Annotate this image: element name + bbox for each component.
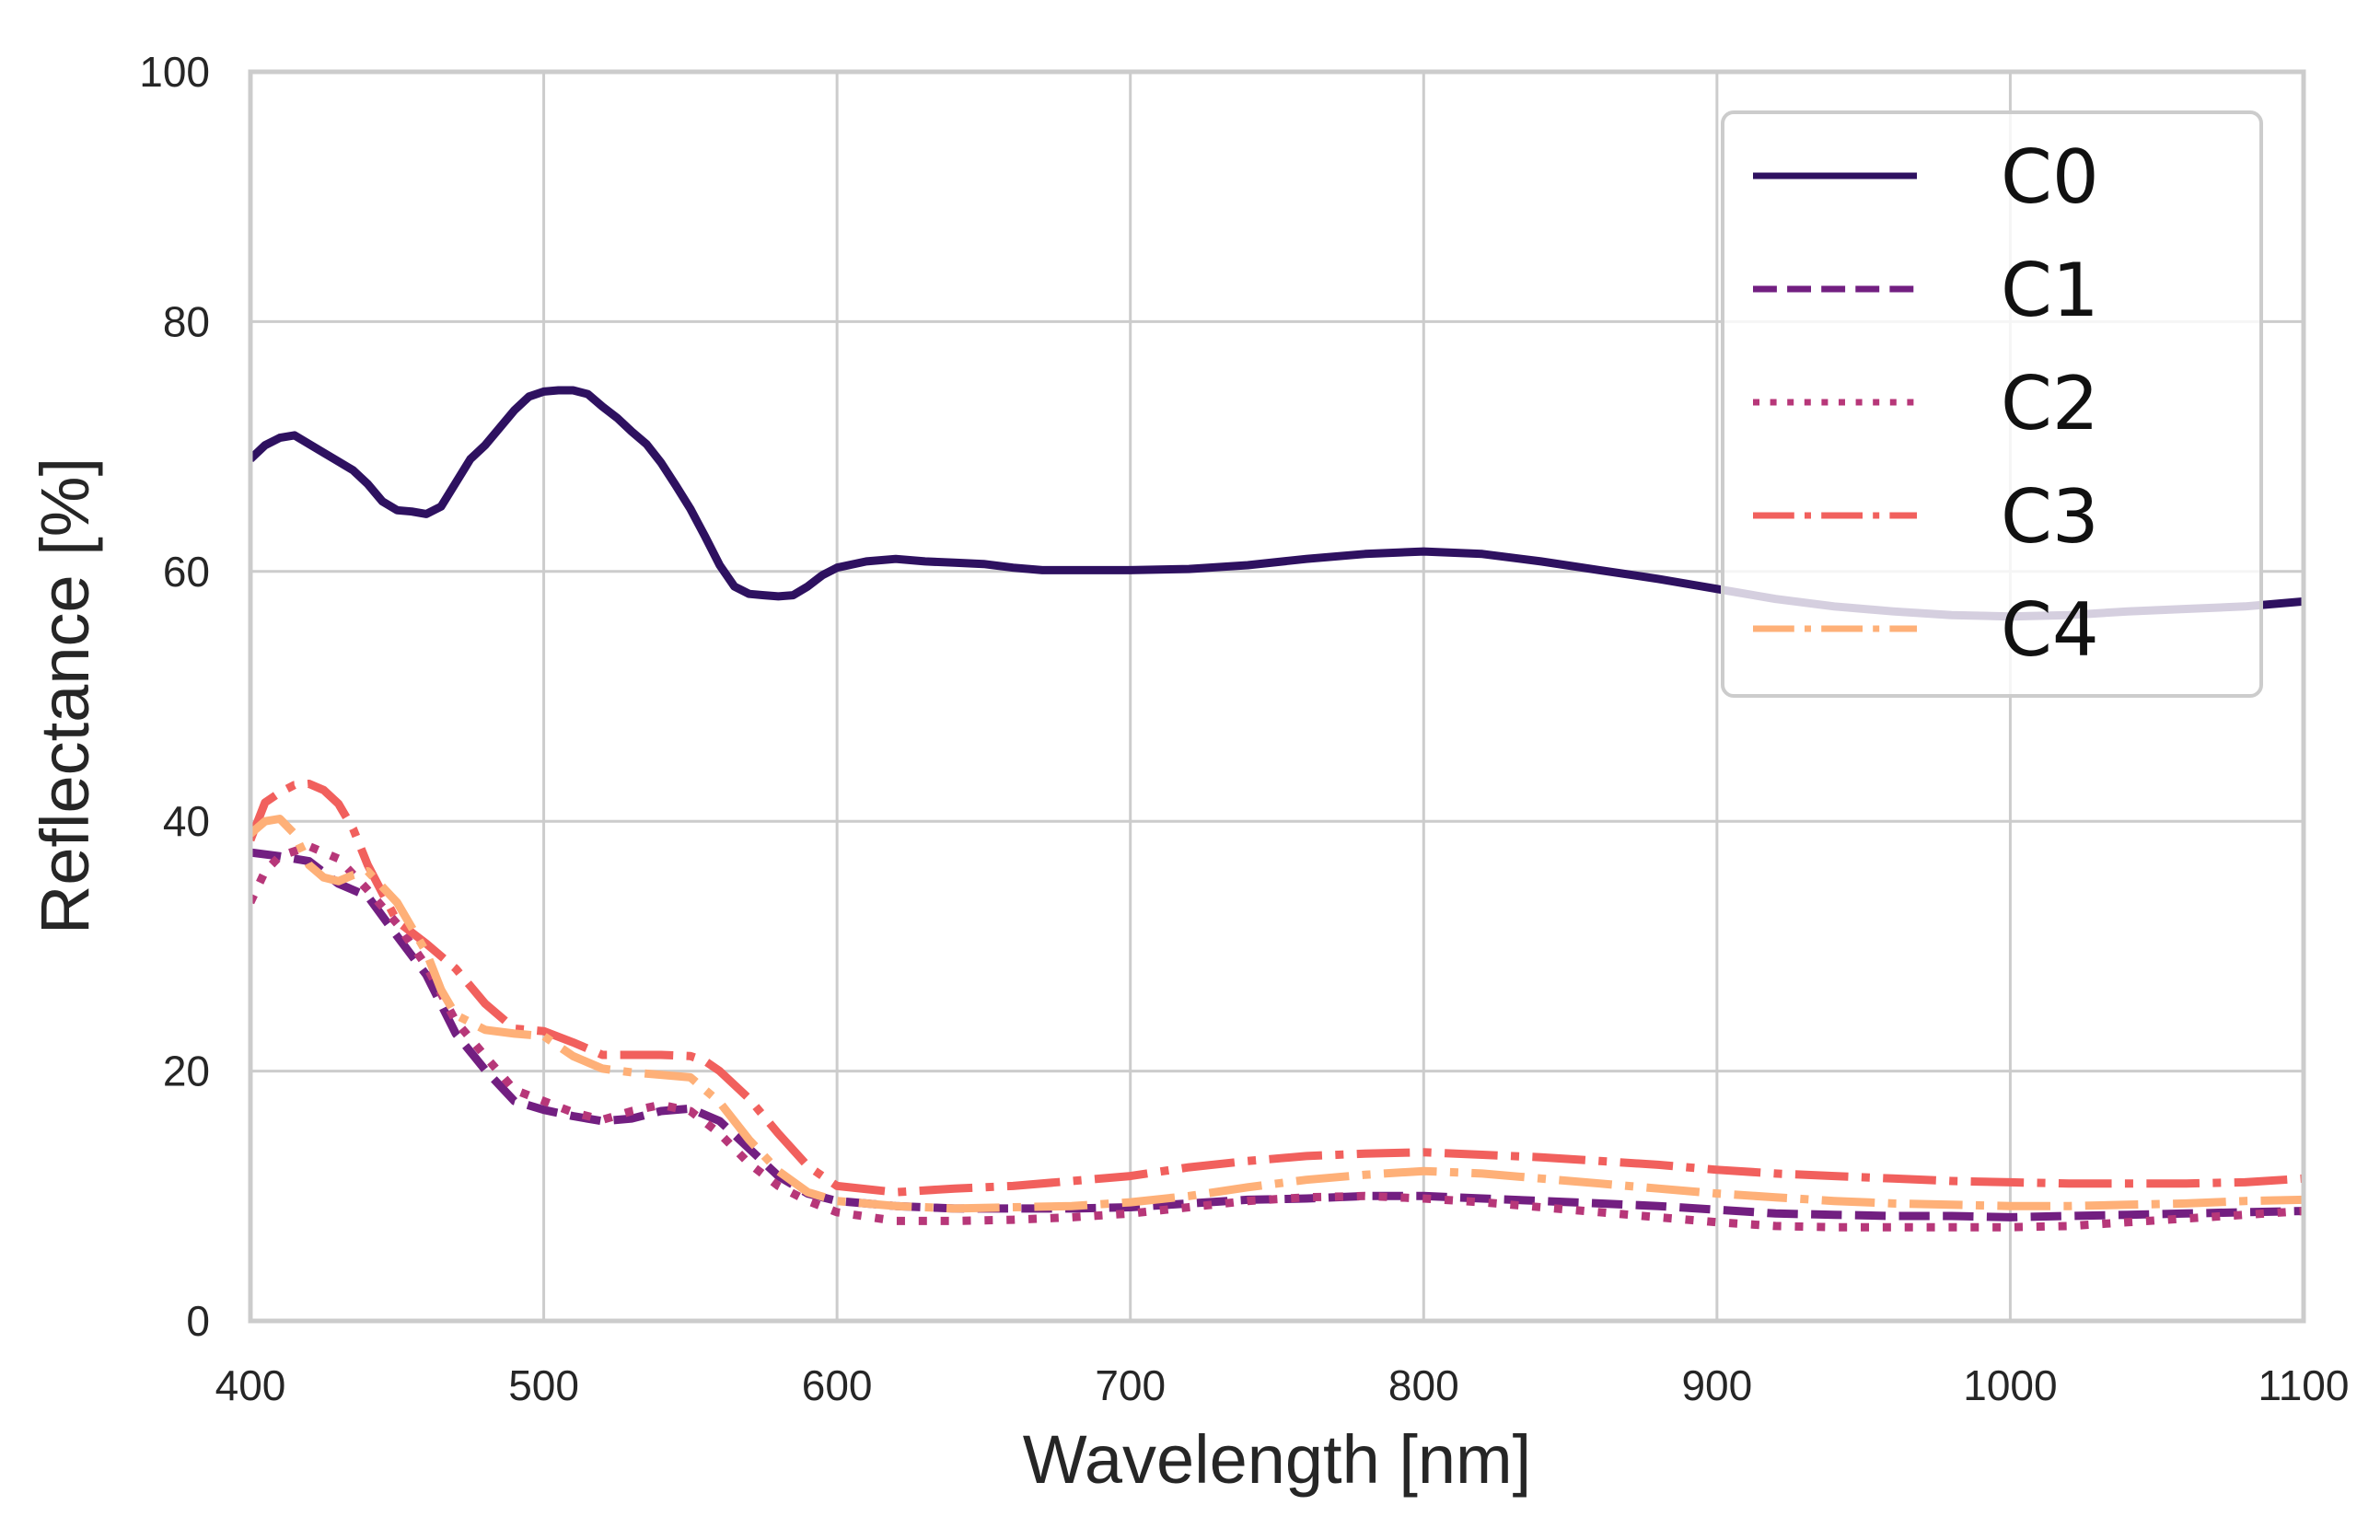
series-group (250, 386, 2304, 1232)
x-axis-ticks: 400 500 600 700 800 900 1000 1100 (215, 1361, 2350, 1409)
y-tick-label: 80 (163, 297, 210, 345)
x-tick-label: 600 (802, 1361, 873, 1409)
legend-label-c2: C2 (2001, 361, 2099, 446)
x-axis-label: Wavelength [nm] (1023, 1421, 1532, 1498)
legend-label-c1: C1 (2001, 248, 2099, 333)
x-tick-label: 1000 (1963, 1361, 2057, 1409)
y-tick-label: 100 (139, 48, 210, 96)
y-axis-ticks: 0 20 40 60 80 100 (139, 48, 210, 1345)
x-tick-label: 500 (508, 1361, 579, 1409)
x-tick-label: 900 (1681, 1361, 1752, 1409)
y-axis-label: Reflectance [%] (27, 457, 103, 934)
x-tick-label: 1100 (2258, 1361, 2350, 1409)
x-tick-label: 800 (1388, 1361, 1459, 1409)
legend-box (1721, 110, 2263, 698)
series-line-c4 (250, 815, 2304, 1213)
legend-label-c4: C4 (2001, 587, 2099, 673)
series-line-c3 (250, 780, 2304, 1197)
y-tick-label: 20 (163, 1048, 210, 1095)
y-tick-label: 40 (163, 797, 210, 845)
legend-label-c3: C3 (2001, 474, 2099, 560)
x-tick-label: 700 (1095, 1361, 1166, 1409)
y-tick-label: 0 (186, 1297, 210, 1345)
x-tick-label: 400 (215, 1361, 286, 1409)
legend-label-c0: C0 (2001, 134, 2099, 220)
legend: C0 C1 C2 C3 C4 (1721, 110, 2263, 698)
y-tick-label: 60 (163, 548, 210, 596)
series-line-c0 (250, 386, 2304, 621)
plot-frame (248, 69, 2306, 1324)
